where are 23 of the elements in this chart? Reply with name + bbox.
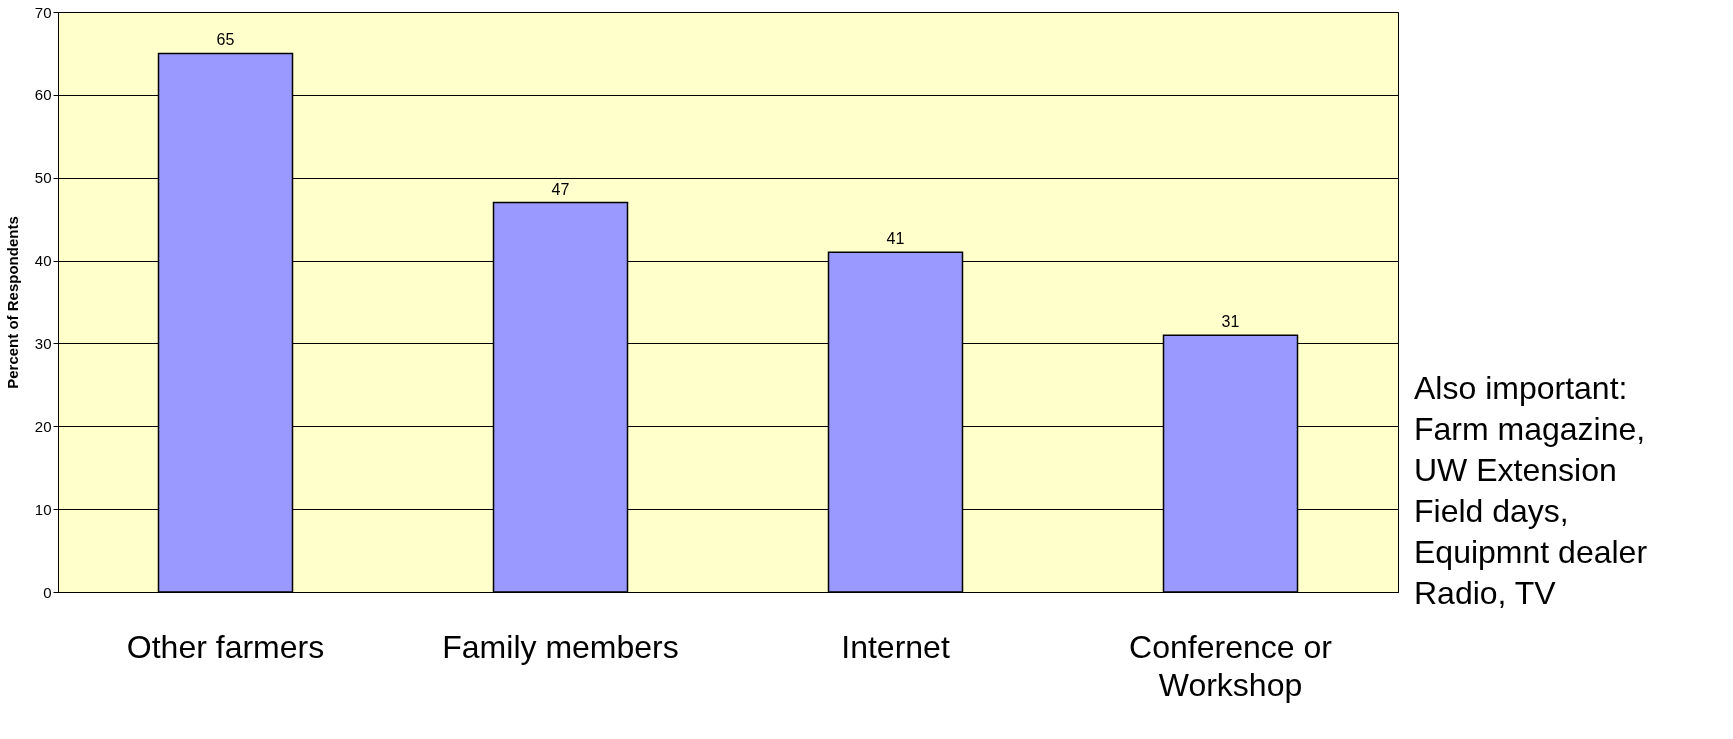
y-tick-label: 70 <box>34 3 52 21</box>
y-tick-label: 50 <box>34 169 52 187</box>
y-axis-title: Percent of Respondents <box>3 216 21 389</box>
text: Radio, TV <box>1414 575 1557 611</box>
x-tick-label: Internet <box>841 628 950 665</box>
text: Field days, <box>1414 493 1569 529</box>
data-label: 41 <box>886 230 905 248</box>
y-tick-label: 30 <box>34 334 52 352</box>
x-tick-label: Conference or Workshop <box>1129 628 1333 703</box>
y-tick-label: 0 <box>43 583 52 601</box>
data-label: 47 <box>551 180 570 198</box>
x-tick-label: Other farmers <box>126 628 325 665</box>
text: UW Extension <box>1414 452 1617 488</box>
y-tick-label: 10 <box>34 500 52 518</box>
text: Farm magazine, <box>1414 411 1646 447</box>
y-tick-label: 40 <box>34 252 52 270</box>
y-tick-label: 20 <box>34 417 52 435</box>
y-tick-label: 60 <box>34 86 52 104</box>
data-label: 31 <box>1221 313 1240 331</box>
text: Also important: <box>1414 370 1628 406</box>
x-tick-label: Family members <box>442 628 679 665</box>
data-label: 65 <box>216 31 235 49</box>
text: Equipmnt dealer <box>1414 534 1648 570</box>
